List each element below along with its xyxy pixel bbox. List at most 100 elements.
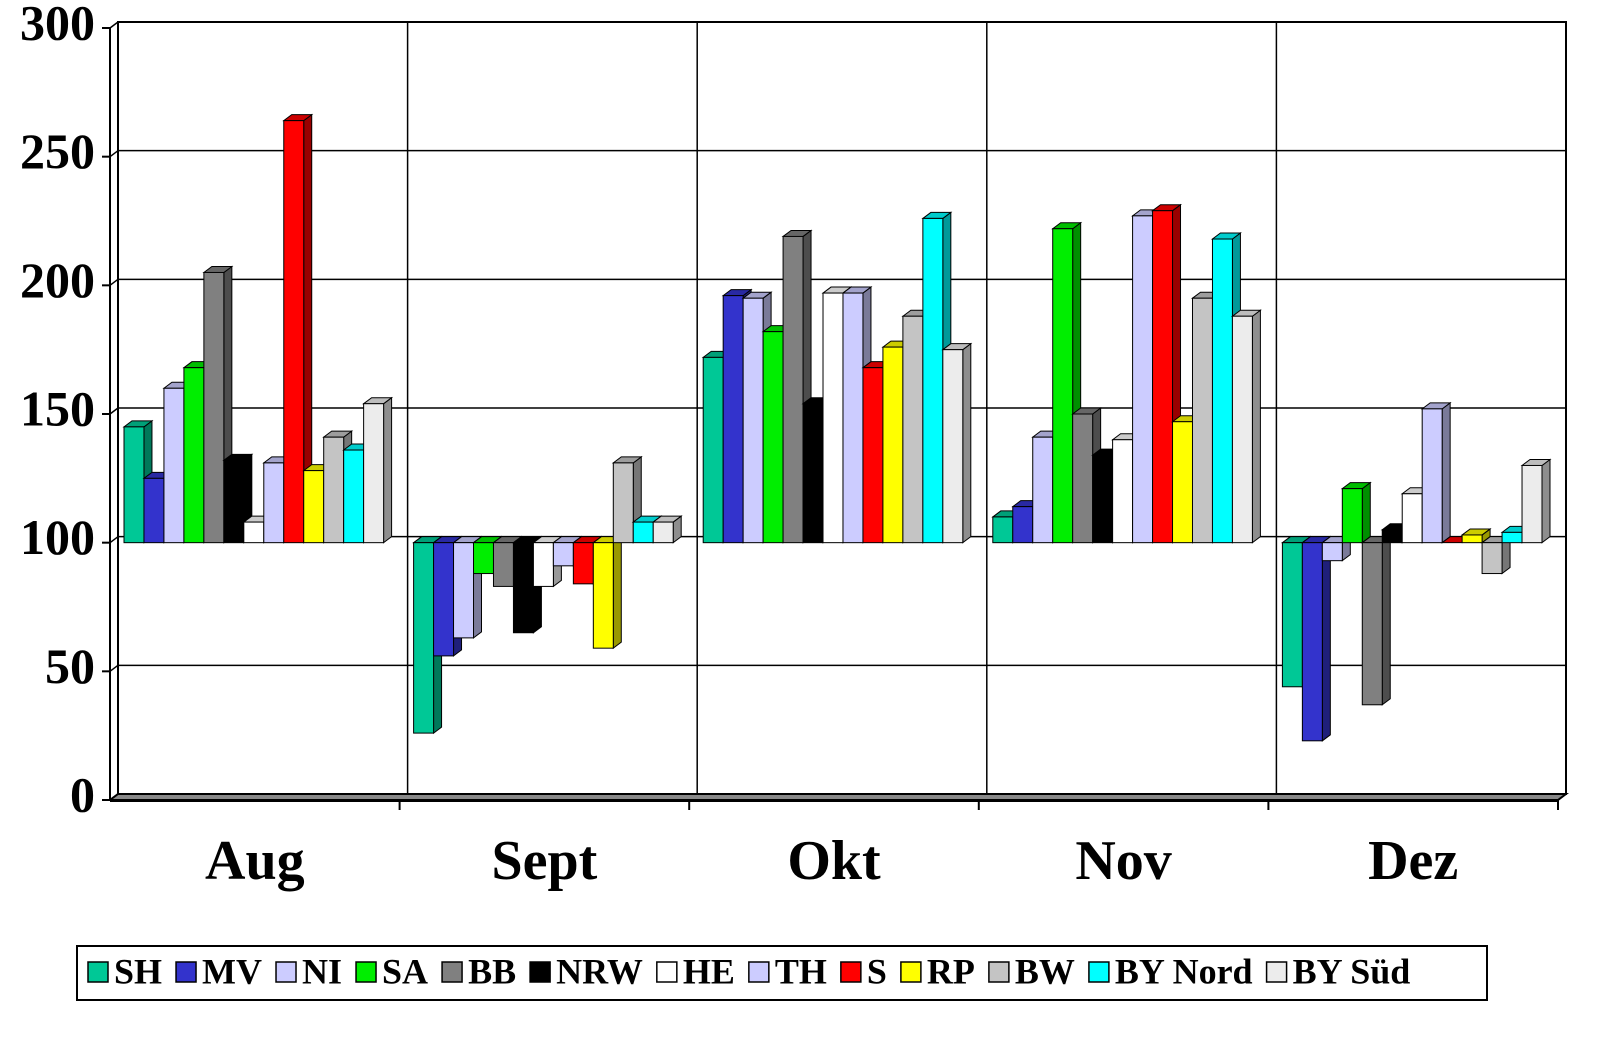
bar [413,542,435,734]
grid-line-side [109,536,119,544]
floor [107,793,1569,801]
bar [263,462,285,544]
bar [802,403,824,544]
bar [363,403,385,544]
legend-box [76,945,1488,1001]
legend-label: TH [775,951,827,991]
bar [632,521,654,544]
bar [1012,506,1034,544]
x-tick-label: Dez [1368,830,1458,892]
legend-swatch [900,961,922,983]
legend-swatch [87,961,109,983]
legend-label: RP [927,951,975,991]
bar [1191,297,1213,544]
bar [1481,542,1503,575]
bar [992,516,1014,544]
bar-side [1541,458,1551,544]
bar [1521,464,1543,544]
x-tick-label: Nov [1075,830,1171,892]
bar [572,542,594,585]
bar [842,292,864,544]
legend-swatch [441,961,463,983]
x-tick-label: Okt [787,830,881,892]
legend-swatch [529,961,551,983]
bar [323,436,345,544]
bar [612,462,634,544]
legend-label: BY Süd [1293,951,1411,991]
bar [592,542,614,649]
bar [922,217,944,544]
bar [183,367,205,544]
bar [1321,542,1343,562]
bar [512,542,534,634]
legend-label: HE [683,951,735,991]
grid-line-side [109,664,119,672]
bar [882,346,904,544]
legend-swatch [175,961,197,983]
bar [1032,436,1054,544]
bar [1092,454,1114,544]
bar-side [612,535,622,650]
bar [702,356,724,544]
grid-line-side [109,407,119,415]
y-tick-label: 100 [20,509,95,565]
bar [1211,238,1233,544]
legend-label: SH [114,951,162,991]
bar [1381,529,1403,544]
legend-label: MV [202,951,262,991]
bar-side [1361,481,1371,544]
bar [1052,228,1074,544]
bar [1301,542,1323,742]
bar [942,349,964,544]
bar [1501,531,1523,544]
legend-label: BY Nord [1115,951,1253,991]
bar-side [962,342,972,544]
bar [203,271,225,544]
bar [453,542,475,639]
legend-label: NRW [556,951,643,991]
legend-swatch [275,961,297,983]
bar-side [1381,535,1391,706]
legend-swatch [748,961,770,983]
bar [1281,542,1303,688]
grid-line-side [109,150,119,158]
bar [303,470,325,544]
grid-line-side [109,278,119,286]
legend-label: BW [1015,951,1075,991]
y-tick-label: 150 [20,380,95,436]
grid-line-side [109,21,119,29]
y-tick-label: 50 [45,638,95,694]
bar [1152,210,1174,544]
legend-swatch [1088,961,1110,983]
bar-side [1321,535,1331,742]
legend-label: NI [302,951,342,991]
bar [243,521,265,544]
legend-label: SA [382,951,428,991]
bar [532,542,554,587]
bar-side [1251,309,1261,544]
legend-swatch [840,961,862,983]
bar [1401,493,1423,544]
bar [1341,488,1363,544]
bar [473,542,494,575]
legend-label: BB [468,951,516,991]
bar-side [1441,401,1451,544]
x-tick-label: Sept [492,830,598,892]
bar [283,120,305,544]
bar [1231,315,1253,544]
bar [433,542,455,657]
bar [782,235,804,544]
bar [143,477,165,544]
bar [822,292,844,544]
legend-swatch [656,961,678,983]
legend-swatch [355,961,377,983]
x-tick-label: Aug [205,830,305,892]
bar [742,297,764,544]
bar [762,331,784,544]
bar [492,542,514,587]
legend-swatch [988,961,1010,983]
bar [1072,413,1094,544]
legend-swatch [1265,961,1288,983]
bar [1421,408,1443,544]
